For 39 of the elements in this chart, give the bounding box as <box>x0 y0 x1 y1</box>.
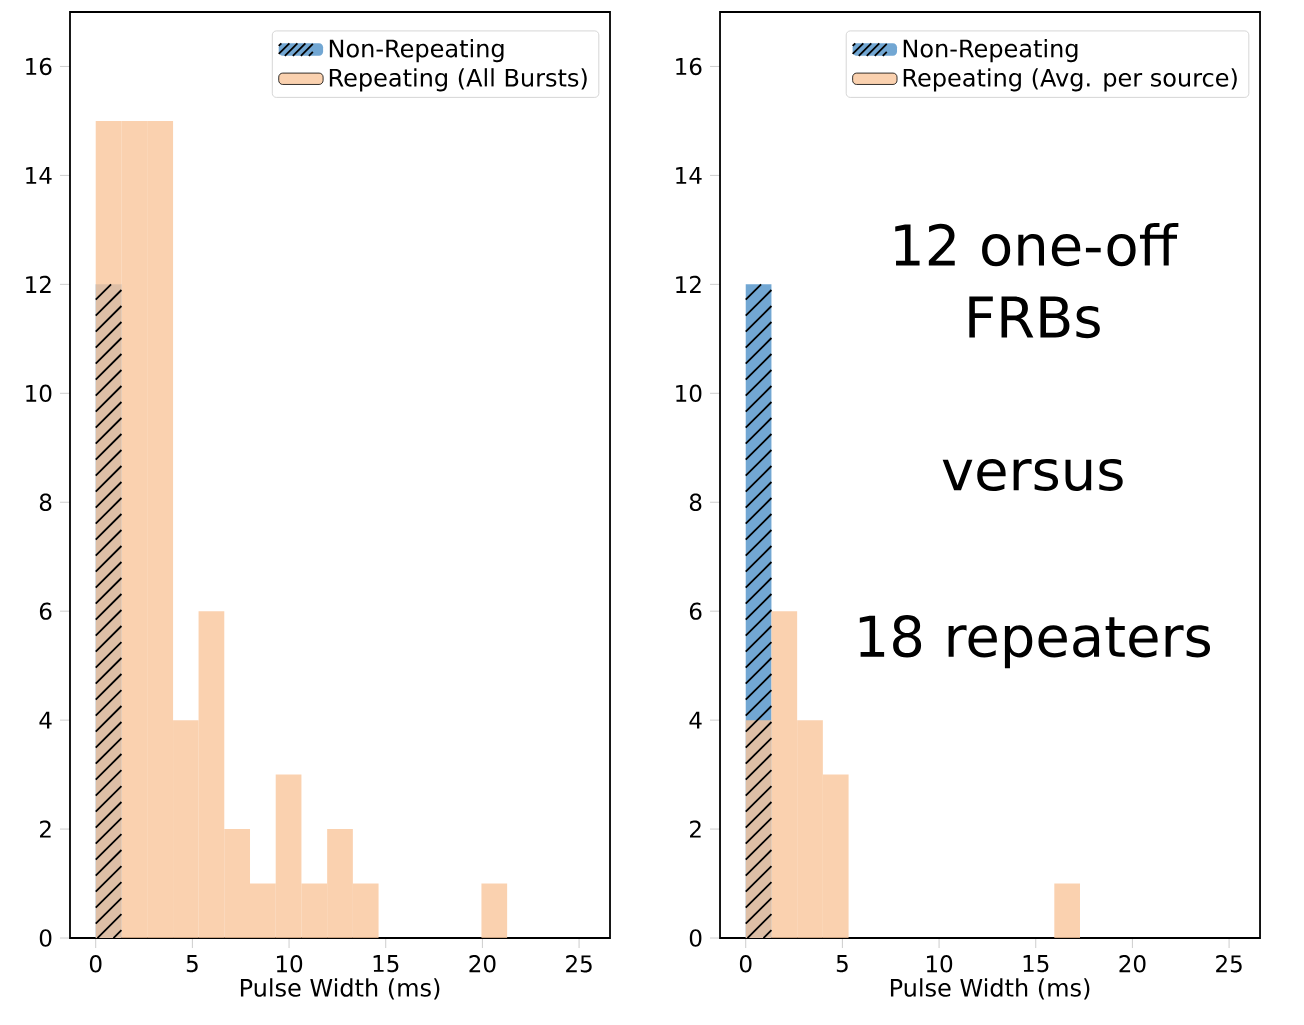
y-tick-label: 10 <box>676 384 702 402</box>
y-tick-label: 12 <box>26 275 51 293</box>
x-tick-label: 10 <box>276 955 303 973</box>
x-tick-label: 5 <box>836 955 848 973</box>
annotation: 18 repeaters <box>859 615 1211 669</box>
y-tick-label: 6 <box>39 602 52 620</box>
legend-label: Non-Repeating <box>329 38 504 63</box>
y-tick-label: 0 <box>689 929 702 947</box>
y-tick-label: 14 <box>26 167 52 184</box>
x-axis-title: Pulse Width (ms) <box>890 978 1090 1000</box>
annotation: versus <box>942 458 1123 492</box>
x-tick-label: 25 <box>566 955 592 973</box>
y-tick-label: 10 <box>26 384 52 402</box>
y-tick-label: 8 <box>689 493 702 511</box>
x-tick-label: 15 <box>1023 955 1049 973</box>
y-tick-label: 6 <box>689 602 702 620</box>
x-tick-label: 20 <box>1119 955 1146 973</box>
x-tick-label: 20 <box>469 955 496 973</box>
y-tick-label: 4 <box>39 711 52 729</box>
y-tick-label: 16 <box>26 57 52 76</box>
y-tick-label: 14 <box>676 167 702 184</box>
legend-label: Repeating (Avg. per source) <box>903 68 1237 92</box>
y-tick-label: 4 <box>689 711 702 729</box>
x-tick-label: 15 <box>373 955 399 973</box>
x-tick-label: 10 <box>926 955 953 973</box>
y-tick-label: 0 <box>39 929 52 947</box>
legend-label: Repeating (All Bursts) <box>329 68 587 92</box>
y-tick-label: 12 <box>676 275 701 293</box>
x-tick-label: 25 <box>1216 955 1242 973</box>
y-tick-label: 8 <box>39 493 52 511</box>
x-tick-label: 5 <box>186 955 198 973</box>
x-axis-title: Pulse Width (ms) <box>240 978 440 1000</box>
legend-label: Non-Repeating <box>903 38 1078 63</box>
y-tick-label: 2 <box>690 820 701 838</box>
y-tick-label: 2 <box>40 820 51 838</box>
annotation: 12 one-off FRBs <box>895 222 1179 339</box>
x-tick-label: 0 <box>739 955 752 973</box>
x-tick-label: 0 <box>89 955 102 973</box>
y-tick-label: 16 <box>676 57 702 76</box>
